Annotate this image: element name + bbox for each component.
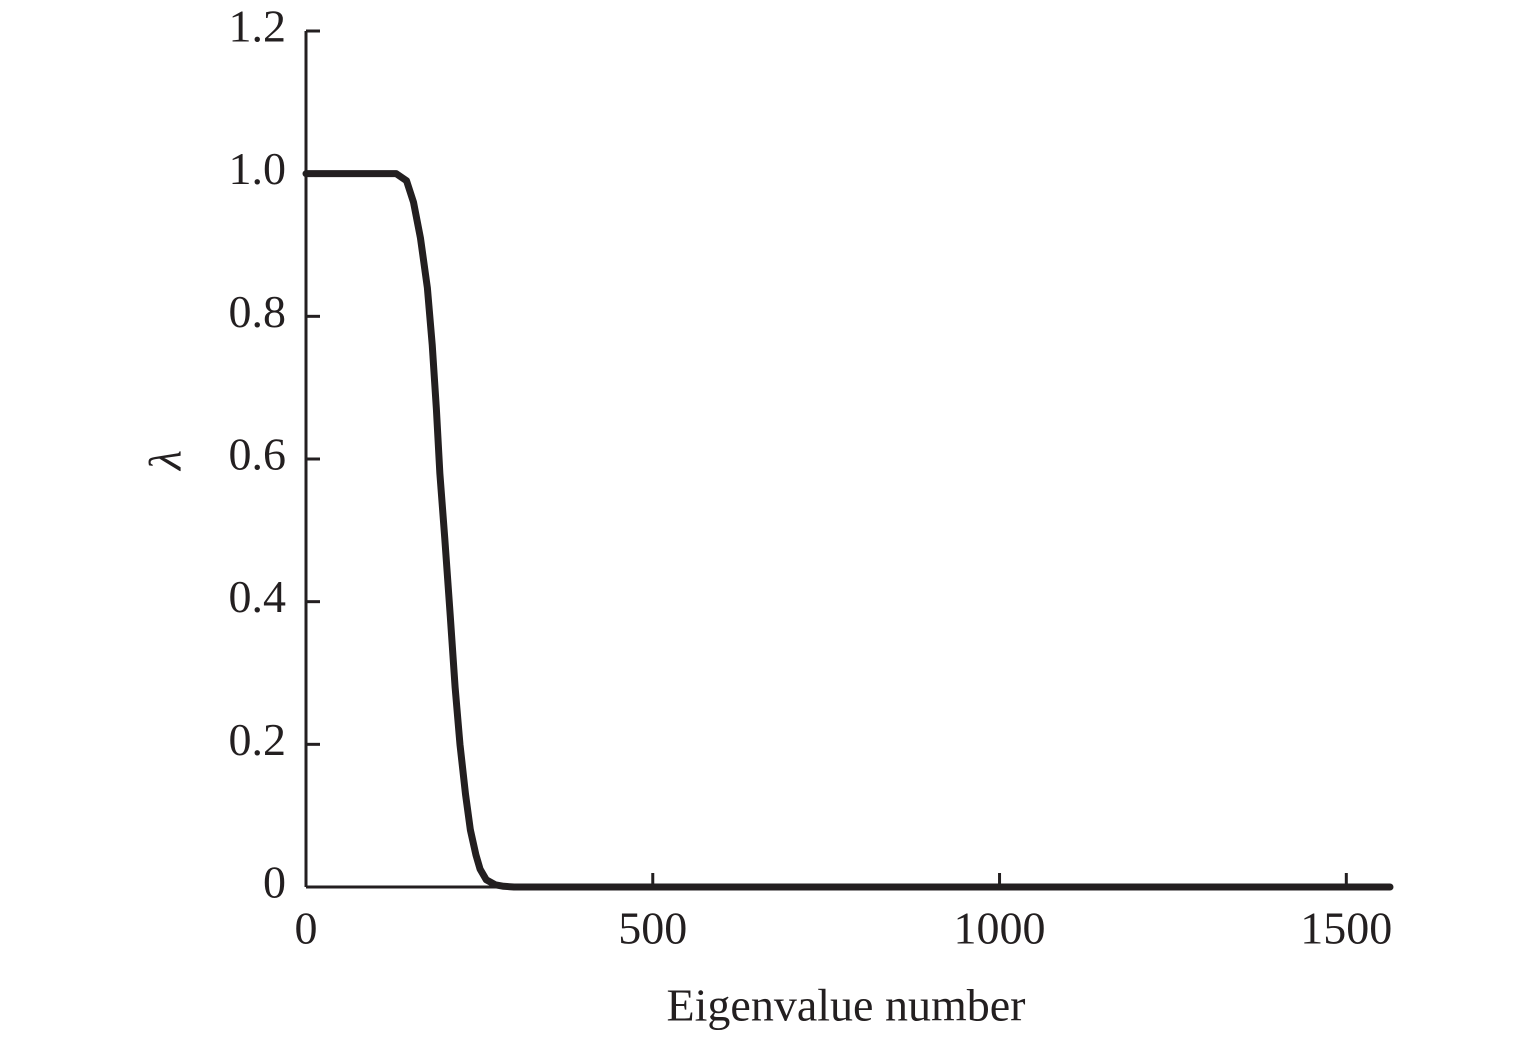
- y-axis-label: λ: [140, 450, 191, 472]
- data-line: [302, 170, 1394, 891]
- y-tick-label: 0: [263, 857, 286, 908]
- y-tick-label: 0.8: [229, 286, 287, 337]
- x-tick-label: 1000: [954, 903, 1046, 954]
- x-tick-label: 0: [295, 903, 318, 954]
- y-tick-label: 0.2: [229, 714, 287, 765]
- x-tick-label: 500: [618, 903, 687, 954]
- x-axis-label: Eigenvalue number: [667, 980, 1026, 1031]
- x-tick-label: 1500: [1300, 903, 1392, 954]
- y-tick-label: 0.4: [229, 571, 287, 622]
- y-tick-label: 1.0: [229, 143, 287, 194]
- y-tick-label: 0.6: [229, 429, 287, 480]
- y-tick-label: 1.2: [229, 1, 287, 52]
